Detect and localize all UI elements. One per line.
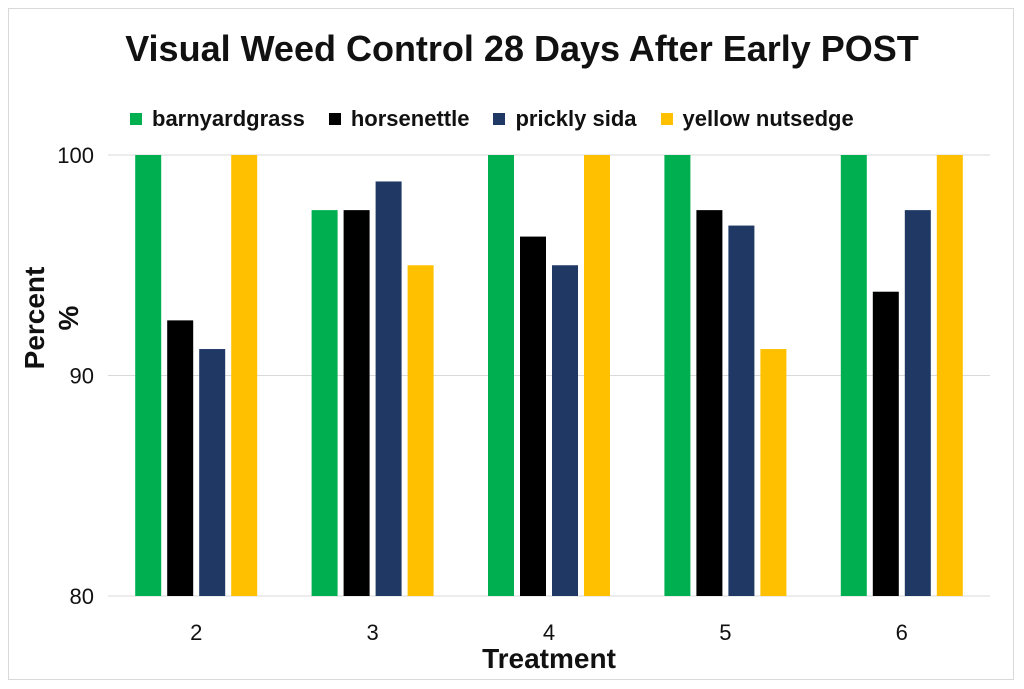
bar-barnyardgrass-treatment-5: [664, 155, 691, 596]
bar-horsenettle-treatment-2: [167, 320, 194, 596]
x-axis-title: Treatment: [482, 643, 616, 674]
bar-yellow-nutsedge-treatment-6: [936, 155, 963, 596]
bar-barnyardgrass-treatment-2: [135, 155, 162, 596]
legend-item-prickly-sida: prickly sida: [493, 106, 637, 132]
y-axis-title-line2: %: [53, 305, 84, 330]
x-tick-label-4: 4: [543, 620, 555, 645]
bar-barnyardgrass-treatment-6: [840, 155, 867, 596]
bar-prickly-sida-treatment-2: [199, 349, 226, 596]
bar-yellow-nutsedge-treatment-3: [407, 265, 434, 596]
x-tick-label-2: 2: [190, 620, 202, 645]
x-tick-label-6: 6: [896, 620, 908, 645]
bar-barnyardgrass-treatment-3: [311, 210, 338, 596]
legend-label-prickly-sida: prickly sida: [515, 106, 637, 131]
bar-prickly-sida-treatment-3: [375, 181, 402, 596]
bar-horsenettle-treatment-4: [520, 236, 546, 596]
y-tick-label-80: 80: [70, 584, 94, 609]
y-tick-label-90: 90: [70, 364, 94, 389]
legend-label-horsenettle: horsenettle: [350, 106, 470, 131]
legend-label-barnyardgrass: barnyardgrass: [152, 106, 305, 131]
y-tick-label-100: 100: [57, 143, 94, 168]
bar-horsenettle-treatment-3: [343, 210, 370, 596]
legend-label-yellow-nutsedge: yellow nutsedge: [682, 106, 854, 131]
bar-horsenettle-treatment-5: [696, 210, 723, 596]
legend-swatch-barnyardgrass: [130, 113, 142, 125]
legend-item-barnyardgrass: barnyardgrass: [130, 106, 305, 132]
bar-prickly-sida-treatment-5: [728, 225, 755, 596]
chart-title: Visual Weed Control 28 Days After Early …: [125, 28, 919, 69]
legend-swatch-horsenettle: [328, 113, 341, 125]
bar-yellow-nutsedge-treatment-5: [760, 349, 787, 596]
legend-item-horsenettle: horsenettle: [328, 106, 470, 132]
legend-swatch-prickly-sida: [493, 113, 506, 125]
bar-prickly-sida-treatment-6: [904, 210, 931, 596]
x-tick-label-3: 3: [366, 620, 378, 645]
bar-horsenettle-treatment-6: [872, 291, 899, 596]
y-axis-title-line1: Percent: [19, 267, 50, 370]
bar-prickly-sida-treatment-4: [552, 265, 578, 596]
legend-item-yellow-nutsedge: yellow nutsedge: [660, 106, 854, 132]
bar-yellow-nutsedge-treatment-4: [584, 155, 610, 596]
bar-yellow-nutsedge-treatment-2: [231, 155, 258, 596]
x-tick-label-5: 5: [719, 620, 731, 645]
bar-barnyardgrass-treatment-4: [488, 155, 514, 596]
chart-legend: barnyardgrass horsenettle prickly sida y…: [130, 104, 854, 134]
legend-swatch-yellow-nutsedge: [660, 113, 673, 125]
